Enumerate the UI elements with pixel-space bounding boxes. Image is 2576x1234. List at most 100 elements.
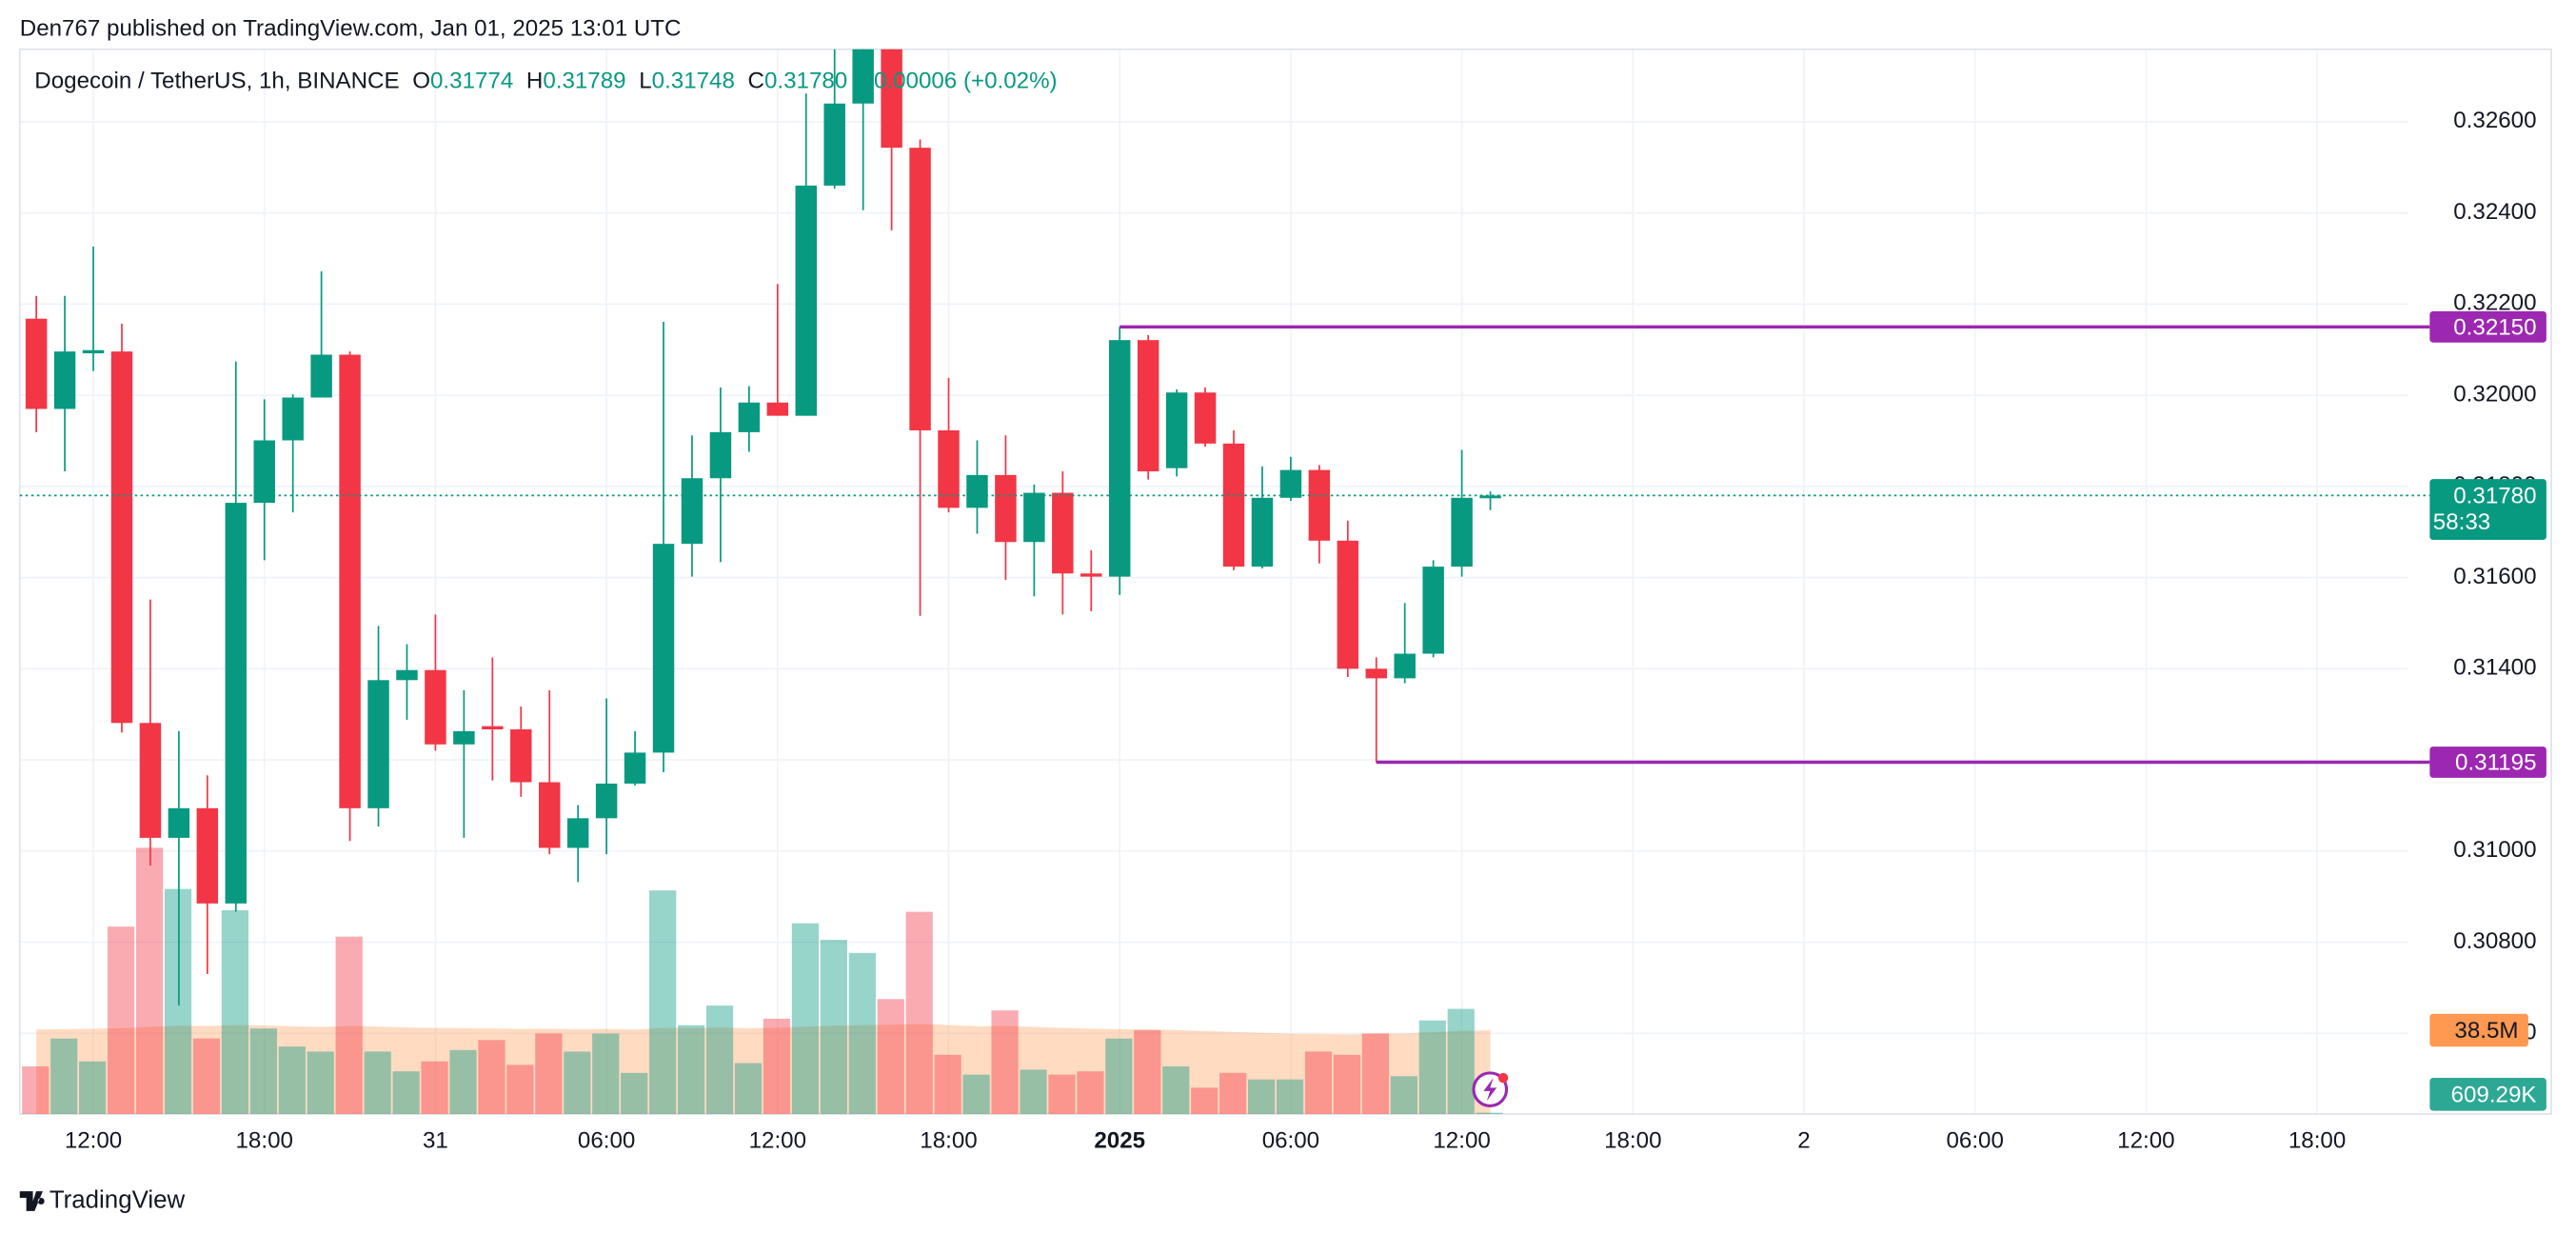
volume-bar bbox=[905, 911, 933, 1115]
candle-body bbox=[367, 680, 389, 808]
volume-bar bbox=[1304, 1051, 1333, 1115]
volume-bar bbox=[135, 847, 164, 1115]
level-badge bbox=[2429, 746, 2546, 778]
volume-bar bbox=[221, 910, 249, 1115]
volume-bar bbox=[677, 1025, 705, 1115]
x-tick-label: 18:00 bbox=[2289, 1128, 2346, 1154]
volume-bar bbox=[1162, 1065, 1190, 1115]
legend: Dogecoin / TetherUS, 1h, BINANCE O0.3177… bbox=[34, 69, 1057, 94]
footer-brand: TradingView bbox=[50, 1186, 186, 1213]
legend-high: 0.31789 bbox=[543, 69, 625, 94]
legend-close: 0.31780 bbox=[764, 69, 847, 94]
candle-body bbox=[881, 49, 902, 149]
publish-header: Den767 published on TradingView.com, Jan… bbox=[20, 15, 682, 41]
volume-bar bbox=[1191, 1087, 1219, 1115]
candle-body bbox=[566, 818, 589, 848]
x-tick-label: 18:00 bbox=[1604, 1128, 1661, 1154]
legend-c: C bbox=[748, 69, 764, 94]
volume-bar bbox=[791, 923, 820, 1115]
candle-body bbox=[938, 429, 960, 508]
volume-bar bbox=[592, 1033, 620, 1115]
volume-bar bbox=[421, 1061, 448, 1115]
candle-body bbox=[795, 185, 817, 416]
candle-body bbox=[1422, 567, 1444, 654]
volume-bar bbox=[1390, 1076, 1417, 1115]
candle-body bbox=[453, 730, 475, 745]
candle-body bbox=[53, 351, 76, 409]
volume-ma-badge bbox=[2429, 1013, 2528, 1047]
candle-body bbox=[225, 503, 248, 904]
candle-body bbox=[624, 752, 646, 784]
legend-change-pct: (+0.02%) bbox=[963, 69, 1058, 94]
volume-bar bbox=[22, 1065, 50, 1115]
candle-body bbox=[139, 723, 162, 838]
legend-h: H bbox=[526, 69, 543, 94]
candle-body bbox=[852, 49, 874, 104]
candle-body bbox=[738, 402, 761, 432]
candle-body bbox=[396, 669, 418, 681]
volume-ma-label: 38.5M bbox=[2454, 1018, 2518, 1044]
candle-body bbox=[1108, 340, 1131, 577]
candle-body bbox=[1137, 340, 1159, 472]
candle-body bbox=[995, 474, 1017, 543]
candle-body bbox=[823, 103, 845, 186]
x-tick-label: 2025 bbox=[1094, 1128, 1145, 1154]
candle-body bbox=[652, 544, 675, 753]
x-tick-label: 18:00 bbox=[236, 1128, 293, 1154]
volume-bar bbox=[1247, 1079, 1276, 1115]
volume-bar bbox=[1048, 1074, 1076, 1115]
logo-icon bbox=[19, 1191, 45, 1211]
candle-body bbox=[766, 402, 789, 416]
volume-bar bbox=[335, 936, 363, 1115]
candle-body bbox=[25, 318, 48, 409]
volume-badge bbox=[2429, 1078, 2546, 1111]
volume-bar bbox=[1276, 1079, 1304, 1115]
icon-bolt bbox=[1483, 1078, 1497, 1102]
volume-bar bbox=[278, 1046, 306, 1115]
volume-bar bbox=[649, 890, 677, 1115]
x-tick-label: 12:00 bbox=[1433, 1128, 1490, 1154]
volume-bar bbox=[50, 1038, 78, 1115]
volume-bar bbox=[763, 1018, 791, 1115]
legend-o: O bbox=[412, 69, 430, 94]
volume-bar bbox=[392, 1071, 420, 1115]
candle-body bbox=[681, 478, 703, 545]
candle-body bbox=[82, 349, 105, 354]
volume-bar bbox=[364, 1051, 391, 1115]
level-badge bbox=[2429, 310, 2546, 343]
current-price-label: 0.31780 bbox=[2453, 484, 2536, 509]
volume-bar bbox=[1361, 1033, 1390, 1115]
y-tick-label: 0.31000 bbox=[2453, 837, 2536, 863]
volume-bar bbox=[621, 1072, 648, 1115]
volume-bar bbox=[1333, 1054, 1361, 1115]
legend-l: L bbox=[639, 69, 651, 94]
legend-open: 0.31774 bbox=[430, 69, 513, 94]
candle-body bbox=[1279, 469, 1302, 498]
x-tick-label: 12:00 bbox=[65, 1128, 122, 1154]
legend-low: 0.31748 bbox=[652, 69, 735, 94]
candle-body bbox=[1251, 497, 1274, 567]
volume-bar bbox=[1105, 1038, 1133, 1115]
volume-ma-area bbox=[36, 1024, 1491, 1115]
volume-bar bbox=[734, 1063, 763, 1115]
volume-bar bbox=[1476, 1112, 1503, 1115]
volume-bar bbox=[478, 1040, 505, 1115]
volume-bar bbox=[962, 1074, 990, 1115]
volume-bar bbox=[108, 926, 135, 1115]
legend-change: +0.00006 bbox=[861, 69, 957, 94]
legend-symbol: Dogecoin / TetherUS, 1h, BINANCE bbox=[34, 69, 399, 94]
lightning-icon bbox=[1472, 1071, 1509, 1107]
y-tick-label: 0.32600 bbox=[2453, 108, 2536, 133]
candle-body bbox=[595, 783, 618, 819]
x-tick-label: 2 bbox=[1797, 1128, 1810, 1154]
x-tick-label: 31 bbox=[423, 1128, 448, 1154]
volume-bar bbox=[79, 1061, 107, 1115]
countdown-label: 58:33 bbox=[2433, 509, 2490, 535]
candle-body bbox=[1337, 540, 1359, 669]
candle-body bbox=[1052, 492, 1074, 574]
candle-body bbox=[1451, 497, 1473, 567]
volume-bar bbox=[705, 1005, 734, 1115]
y-tick-label: 0.30800 bbox=[2453, 928, 2536, 954]
volume-bar bbox=[1077, 1071, 1104, 1115]
